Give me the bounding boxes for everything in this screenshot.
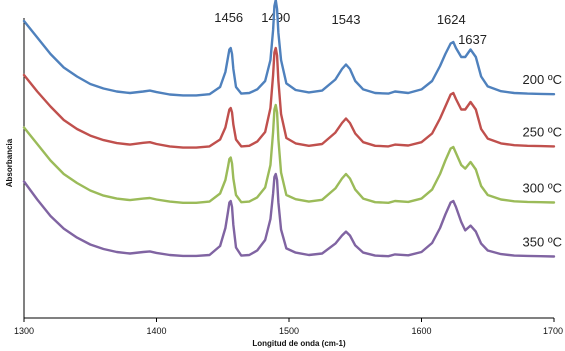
peak-label: 1543	[332, 12, 361, 27]
x-tick-label: 1300	[14, 326, 34, 336]
x-axis-label: Longitud de onda (cm-1)	[252, 339, 346, 348]
series-labels: 200 ºC 250 ºC 300 ºC 350 ºC	[523, 72, 562, 249]
x-tick-label: 1500	[279, 326, 299, 336]
series-line-1	[22, 46, 556, 149]
x-tick-label: 1400	[146, 326, 166, 336]
series-label-3: 350 ºC	[523, 235, 562, 250]
x-tick-label: 1700	[543, 326, 563, 336]
series-label-1: 250 ºC	[523, 124, 562, 139]
series-line-2	[22, 103, 556, 204]
series-layer	[22, 0, 556, 258]
series-label-0: 200 ºC	[523, 72, 562, 87]
peak-label: 1624	[437, 12, 466, 27]
series-label-2: 300 ºC	[523, 181, 562, 196]
axes: Longitud de onda (cm-1) Absorbancia	[5, 138, 346, 348]
series-line-0	[22, 0, 556, 97]
peak-label: 1637	[458, 32, 487, 47]
series-line-3	[22, 172, 556, 258]
plot-area: 1300 1400 1500 1600 1700	[14, 18, 563, 336]
x-tick-label: 1600	[411, 326, 431, 336]
peak-labels: 1456 1490 1543 1624 1637	[214, 10, 487, 47]
peak-label: 1490	[261, 10, 290, 25]
y-axis-label: Absorbancia	[5, 138, 14, 187]
peak-label: 1456	[214, 10, 243, 25]
